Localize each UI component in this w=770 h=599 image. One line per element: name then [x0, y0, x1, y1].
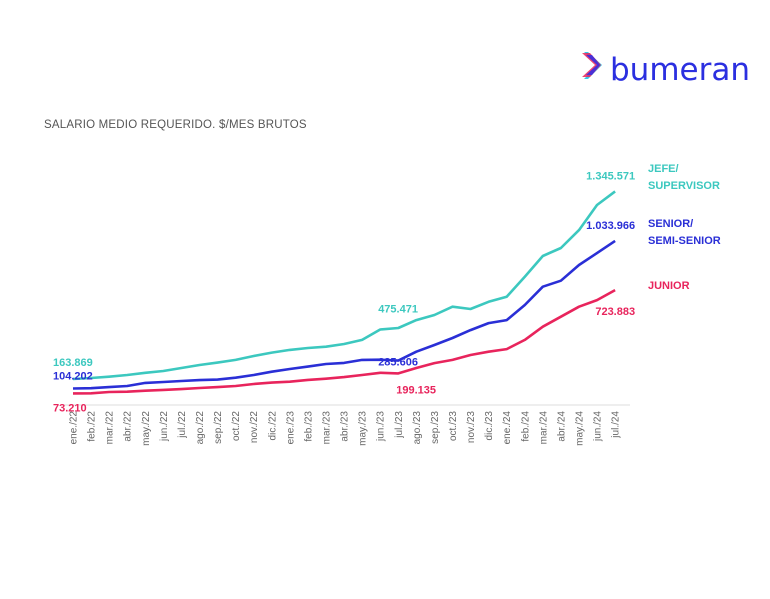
x-tick-label: abr./24: [556, 411, 567, 442]
x-tick-label: ago./22: [195, 411, 206, 445]
x-tick-label: ene./23: [285, 411, 296, 445]
chevron-right-icon: [582, 52, 602, 79]
data-label: 1.033.966: [586, 220, 635, 232]
data-label: 163.869: [53, 357, 93, 369]
bumeran-logo: bumeran: [582, 52, 750, 88]
data-label: 475.471: [378, 304, 418, 316]
data-label: 285.606: [378, 357, 418, 369]
x-tick-label: dic./22: [267, 411, 278, 441]
x-tick-label: sep./23: [430, 411, 441, 444]
legend-entry: JEFE/: [648, 163, 679, 175]
x-tick-label: feb./22: [87, 411, 98, 442]
x-tick-label: sep./22: [213, 411, 224, 444]
x-tick-label: may./22: [141, 411, 152, 446]
x-tick-label: jul./24: [611, 411, 622, 439]
series-lines: [72, 190, 616, 395]
series-line-1: [72, 239, 616, 390]
data-label: 73.210: [53, 402, 87, 414]
legend-entry: SEMI-SENIOR: [648, 235, 721, 247]
data-label: 199.135: [396, 384, 436, 396]
x-tick-label: mar./23: [321, 411, 332, 445]
x-tick-label: ene./24: [502, 411, 513, 445]
legend-entry: JUNIOR: [648, 280, 690, 292]
x-tick-label: dic./23: [484, 411, 495, 441]
x-tick-label: jun./22: [159, 411, 170, 442]
legend: JEFE/SUPERVISOR SENIOR/SEMI-SENIOR JUNIOR: [648, 163, 721, 292]
x-axis-ticks: ene./22 feb./22 mar./22 abr./22 may./22 jun./…: [69, 411, 622, 446]
legend-entry: SENIOR/: [648, 218, 693, 230]
x-tick-label: jun./24: [593, 411, 604, 442]
x-tick-label: oct./22: [231, 411, 242, 441]
x-tick-label: oct./23: [448, 411, 459, 441]
data-label: 1.345.571: [586, 170, 635, 182]
x-tick-label: jun./23: [376, 411, 387, 442]
x-tick-label: abr./22: [123, 411, 134, 442]
x-tick-label: nov./23: [466, 411, 477, 443]
x-tick-label: mar./24: [538, 411, 549, 445]
data-label: 104.202: [53, 370, 93, 382]
x-tick-label: mar./22: [105, 411, 116, 445]
x-tick-label: ene./22: [69, 411, 80, 445]
x-tick-label: feb./24: [520, 411, 531, 442]
x-tick-label: nov./22: [249, 411, 260, 443]
x-tick-label: jul./22: [177, 411, 188, 439]
series-line-2: [72, 288, 616, 395]
x-tick-label: may./23: [358, 411, 369, 446]
data-labels: 163.869 475.471 1.345.571 104.202 285.606 1.0…: [53, 170, 635, 414]
x-tick-label: ago./23: [412, 411, 423, 445]
legend-entry: SUPERVISOR: [648, 180, 720, 192]
x-tick-label: may./24: [574, 411, 585, 446]
x-tick-label: abr./23: [340, 411, 351, 442]
data-label: 723.883: [595, 306, 635, 318]
x-tick-label: feb./23: [303, 411, 314, 442]
chart-title: SALARIO MEDIO REQUERIDO. $/MES BRUTOS: [44, 119, 307, 131]
series-line-0: [72, 190, 616, 381]
x-tick-label: jul./23: [394, 411, 405, 439]
logo-text: bumeran: [610, 52, 750, 88]
